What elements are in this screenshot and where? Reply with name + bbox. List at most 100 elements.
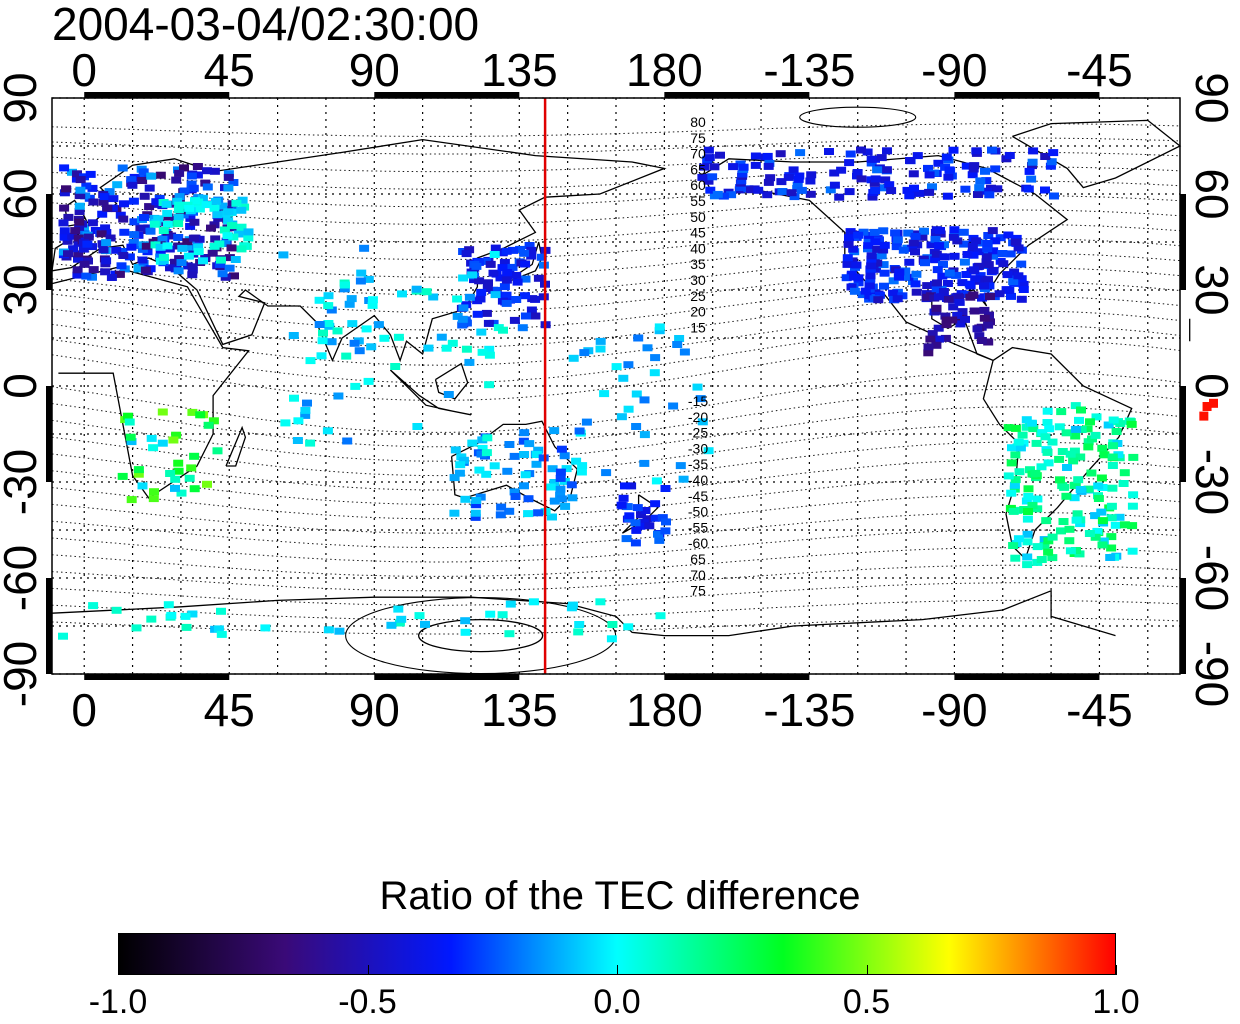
tec-pixel: [108, 195, 119, 203]
tec-pixel: [1098, 537, 1109, 545]
tec-pixel: [428, 293, 439, 301]
tec-pixel: [888, 277, 899, 285]
tec-pixel: [174, 169, 185, 177]
tec-pixel: [1075, 486, 1086, 493]
tec-pixel: [657, 514, 668, 522]
tec-pixel: [1002, 271, 1013, 279]
tec-pixel: [1110, 521, 1121, 529]
tec-pixel: [611, 363, 622, 371]
tec-pixel: [639, 431, 650, 439]
tec-pixel: [128, 239, 139, 246]
tec-pixel: [576, 468, 587, 476]
tec-pixel: [653, 530, 663, 538]
tec-pixel: [886, 187, 897, 195]
tec-pixel: [695, 395, 706, 403]
tec-pixel: [1040, 186, 1050, 194]
tec-pixel: [1037, 429, 1048, 437]
tec-pixel: [118, 252, 129, 259]
bottom-axis-bar: [374, 674, 520, 680]
tec-pixel: [947, 316, 958, 324]
tec-pixel: [1065, 450, 1076, 458]
lat-tick-left: 0: [0, 373, 46, 399]
lat-tick-right: 30: [1186, 264, 1238, 315]
tec-pixel: [1091, 413, 1102, 421]
lat-tick-right: 60: [1186, 168, 1238, 219]
tec-pixel: [939, 253, 950, 261]
tec-pixel: [202, 167, 212, 175]
contour-line: [51, 529, 1181, 563]
tec-pixel: [149, 488, 159, 496]
tec-pixel: [504, 507, 515, 515]
tec-pixel: [926, 241, 937, 249]
colorbar-tick-mark: [866, 965, 868, 975]
tec-pixel: [224, 264, 235, 272]
tec-pixel: [230, 256, 241, 263]
tec-pixel: [483, 319, 494, 327]
tec-pixel: [932, 266, 943, 274]
tec-pixel: [1010, 424, 1021, 432]
tec-pixel: [397, 290, 407, 298]
tec-pixel: [894, 273, 904, 281]
tec-pixel: [454, 469, 465, 477]
tec-pixel: [692, 383, 703, 391]
tec-pixel: [105, 234, 116, 242]
tec-pixel: [932, 279, 942, 287]
tec-pixel: [957, 308, 968, 316]
tec-pixel: [1107, 453, 1118, 461]
tec-pixel: [157, 235, 168, 243]
tec-pixel: [908, 170, 919, 178]
tec-pixel: [144, 184, 155, 192]
contour-line: [51, 564, 1181, 592]
tec-pixel: [853, 231, 864, 239]
tec-pixel: [640, 507, 651, 514]
tec-pixel: [100, 224, 111, 232]
tec-pixel: [738, 163, 749, 171]
tec-pixel: [792, 181, 803, 189]
tec-pixel: [461, 250, 472, 258]
tec-pixel-high: [1202, 402, 1212, 411]
tec-pixel: [412, 423, 423, 430]
tec-pixel: [207, 249, 218, 257]
tec-pixel: [630, 519, 641, 527]
tec-pixel: [1015, 444, 1026, 452]
tec-pixel: [567, 494, 578, 502]
contour-line: [51, 406, 1181, 462]
tec-pixel: [125, 433, 136, 441]
tec-pixel: [88, 198, 99, 206]
tec-pixel: [979, 306, 990, 314]
tec-pixel: [829, 181, 840, 189]
tec-pixel: [231, 199, 242, 207]
tec-pixel: [496, 503, 507, 511]
tec-pixel: [1076, 406, 1086, 414]
tec-pixel: [620, 482, 630, 490]
tec-pixel: [1093, 482, 1104, 490]
tec-pixel: [624, 512, 635, 520]
tec-pixel: [87, 219, 98, 227]
tec-pixel: [104, 188, 115, 196]
tec-map: 0 45 90 135 180 -135 -90 -45 0 45 90 135 180 -135 -90…: [0, 44, 1238, 736]
tec-pixel: [623, 361, 634, 369]
tec-pixel: [341, 352, 352, 360]
tec-pixel: [639, 396, 650, 404]
tec-pixel: [106, 274, 117, 281]
tec-pixel: [450, 446, 461, 454]
tec-pixel: [62, 237, 73, 245]
tec-pixel: [994, 290, 1005, 298]
tec-pixel: [63, 250, 73, 258]
tec-pixel: [556, 495, 567, 503]
tec-pixel: [649, 369, 660, 377]
tec-pixel: [960, 185, 971, 193]
tec-pixel: [654, 323, 665, 331]
tec-pixel: [482, 434, 493, 442]
tec-pixel: [1036, 463, 1047, 471]
tec-pixel: [870, 175, 881, 183]
contour-label-north: 55: [690, 193, 706, 209]
tec-pixel: [114, 270, 125, 278]
tec-pixel: [1092, 527, 1103, 535]
tec-pixel: [260, 624, 271, 632]
tec-pixel: [878, 246, 889, 254]
tec-pixel: [179, 164, 189, 172]
tec-pixel: [904, 258, 915, 266]
tec-pixel: [1032, 495, 1043, 503]
tec-pixel: [737, 170, 748, 178]
